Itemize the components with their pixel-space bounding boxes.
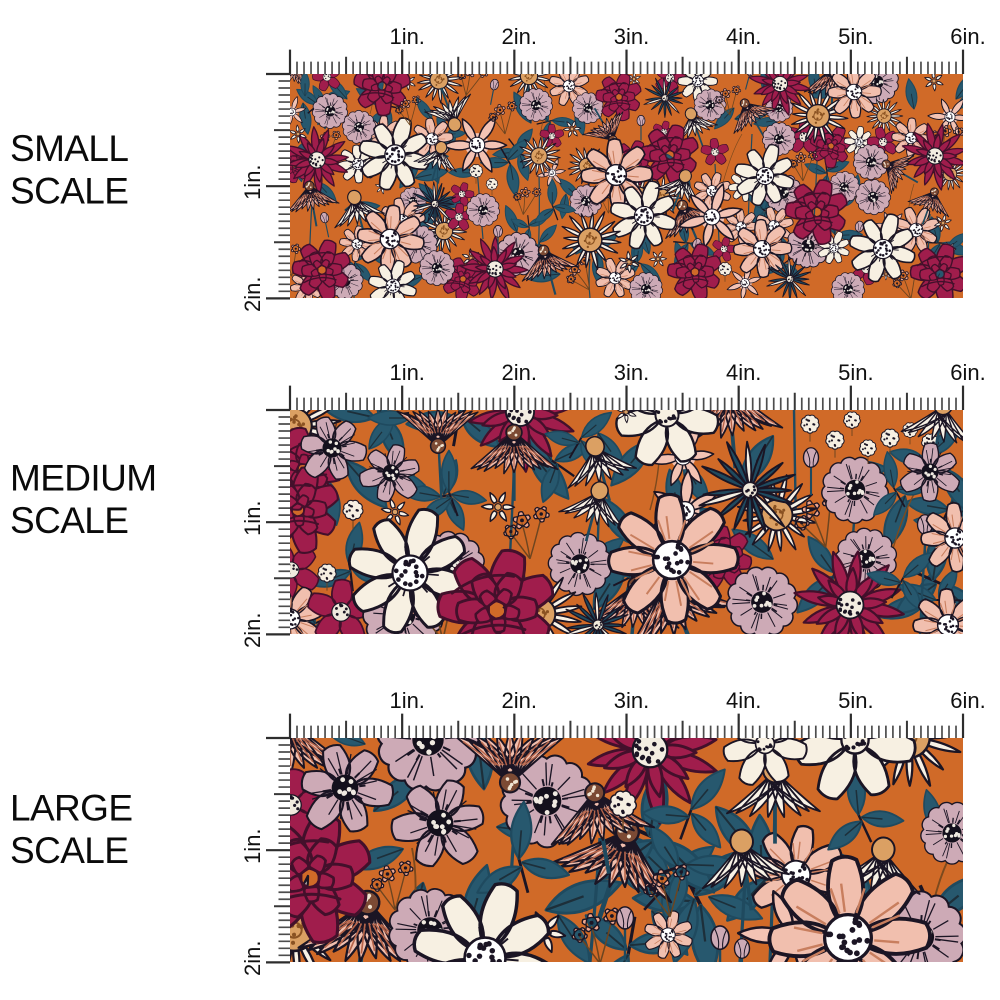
svg-text:5in.: 5in. bbox=[838, 24, 873, 49]
svg-text:1in.: 1in. bbox=[389, 688, 424, 713]
svg-text:1in.: 1in. bbox=[240, 828, 265, 863]
svg-text:3in.: 3in. bbox=[614, 24, 649, 49]
svg-text:LARGE: LARGE bbox=[10, 788, 132, 829]
svg-text:SMALL: SMALL bbox=[10, 128, 128, 169]
svg-text:MEDIUM: MEDIUM bbox=[10, 458, 156, 499]
svg-text:1in.: 1in. bbox=[240, 164, 265, 199]
svg-text:2in.: 2in. bbox=[502, 360, 537, 385]
svg-text:5in.: 5in. bbox=[838, 360, 873, 385]
svg-text:5in.: 5in. bbox=[838, 688, 873, 713]
svg-text:4in.: 4in. bbox=[726, 360, 761, 385]
svg-text:2in.: 2in. bbox=[240, 941, 265, 976]
svg-text:3in.: 3in. bbox=[614, 688, 649, 713]
svg-text:3in.: 3in. bbox=[614, 360, 649, 385]
svg-text:6in.: 6in. bbox=[950, 688, 985, 713]
svg-text:1in.: 1in. bbox=[389, 360, 424, 385]
svg-text:1in.: 1in. bbox=[389, 24, 424, 49]
svg-text:2in.: 2in. bbox=[240, 613, 265, 648]
svg-text:4in.: 4in. bbox=[726, 688, 761, 713]
svg-text:2in.: 2in. bbox=[240, 277, 265, 312]
svg-text:6in.: 6in. bbox=[950, 360, 985, 385]
svg-text:SCALE: SCALE bbox=[10, 830, 128, 871]
svg-text:6in.: 6in. bbox=[950, 24, 985, 49]
svg-text:SCALE: SCALE bbox=[10, 171, 128, 212]
svg-text:2in.: 2in. bbox=[502, 24, 537, 49]
svg-text:2in.: 2in. bbox=[502, 688, 537, 713]
svg-text:1in.: 1in. bbox=[240, 500, 265, 535]
svg-text:SCALE: SCALE bbox=[10, 500, 128, 541]
svg-text:4in.: 4in. bbox=[726, 24, 761, 49]
